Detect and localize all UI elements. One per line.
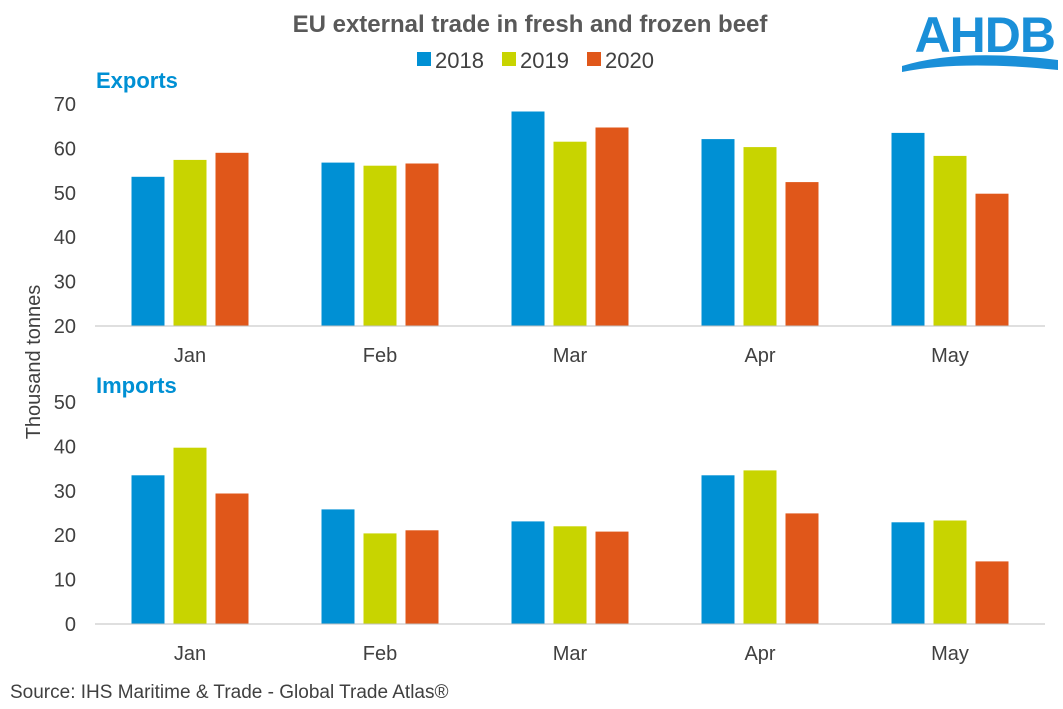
exports-bar-2018-feb bbox=[321, 162, 355, 326]
imports-y-tick-30: 30 bbox=[54, 481, 76, 503]
exports-y-tick-30: 30 bbox=[54, 272, 76, 294]
imports-bar-2020-apr bbox=[785, 513, 819, 624]
exports-bar-2020-apr bbox=[785, 182, 819, 326]
imports-bar-2018-jan bbox=[131, 475, 165, 624]
exports-bar-2020-feb bbox=[405, 163, 439, 326]
exports-x-tick-feb: Feb bbox=[363, 345, 397, 367]
imports-bar-2020-may bbox=[975, 561, 1009, 624]
imports-bar-2018-apr bbox=[701, 475, 735, 624]
imports-bar-2019-may bbox=[933, 520, 967, 624]
legend-swatch-2020 bbox=[587, 52, 601, 66]
imports-x-tick-feb: Feb bbox=[363, 643, 397, 665]
imports-x-tick-jan: Jan bbox=[174, 643, 206, 665]
ahdb-logo: AHDB bbox=[902, 7, 1058, 72]
imports-bar-2019-mar bbox=[553, 526, 587, 624]
exports-y-tick-60: 60 bbox=[54, 138, 76, 160]
imports-y-tick-0: 0 bbox=[65, 614, 76, 636]
exports-bar-2018-mar bbox=[511, 111, 545, 326]
imports-x-tick-apr: Apr bbox=[744, 643, 775, 665]
legend-swatch-2019 bbox=[502, 52, 516, 66]
bar-panels: 20 30 40 50 60 70 Jan Feb Mar Apr May 0 10 20 30 40 50 Ja… bbox=[54, 94, 1045, 665]
exports-y-tick-70: 70 bbox=[54, 94, 76, 116]
legend: 2018 2019 2020 bbox=[417, 48, 654, 73]
imports-y-tick-10: 10 bbox=[54, 570, 76, 592]
exports-bar-2019-feb bbox=[363, 165, 397, 326]
exports-y-tick-50: 50 bbox=[54, 183, 76, 205]
imports-bar-2018-feb bbox=[321, 509, 355, 624]
ahdb-logo-text: AHDB bbox=[915, 7, 1055, 63]
imports-bar-2018-mar bbox=[511, 521, 545, 624]
exports-bar-2019-jan bbox=[173, 159, 207, 326]
legend-swatch-2018 bbox=[417, 52, 431, 66]
imports-bar-2020-feb bbox=[405, 530, 439, 624]
source-note: Source: IHS Maritime & Trade - Global Tr… bbox=[10, 682, 449, 703]
exports-bar-2018-may bbox=[891, 132, 925, 326]
legend-label-2020: 2020 bbox=[605, 48, 654, 73]
exports-bar-2020-may bbox=[975, 193, 1009, 326]
imports-bar-2020-mar bbox=[595, 531, 629, 624]
exports-x-tick-may: May bbox=[931, 345, 969, 367]
imports-bar-2019-apr bbox=[743, 470, 777, 624]
imports-y-tick-20: 20 bbox=[54, 525, 76, 547]
imports-y-tick-50: 50 bbox=[54, 392, 76, 414]
imports-y-tick-40: 40 bbox=[54, 436, 76, 458]
exports-x-tick-apr: Apr bbox=[744, 345, 775, 367]
legend-label-2018: 2018 bbox=[435, 48, 484, 73]
exports-bar-2019-mar bbox=[553, 141, 587, 326]
chart-title: EU external trade in fresh and frozen be… bbox=[293, 11, 769, 38]
legend-label-2019: 2019 bbox=[520, 48, 569, 73]
exports-x-tick-mar: Mar bbox=[553, 345, 588, 367]
exports-bar-2019-may bbox=[933, 155, 967, 326]
exports-bar-2020-jan bbox=[215, 152, 249, 326]
imports-panel-title: Imports bbox=[96, 373, 177, 398]
imports-x-tick-mar: Mar bbox=[553, 643, 588, 665]
imports-bar-2019-jan bbox=[173, 447, 207, 624]
imports-bar-2018-may bbox=[891, 522, 925, 624]
exports-bar-2020-mar bbox=[595, 127, 629, 326]
exports-bar-2018-apr bbox=[701, 139, 735, 326]
exports-y-tick-20: 20 bbox=[54, 316, 76, 338]
exports-panel-title: Exports bbox=[96, 68, 178, 93]
imports-bar-2020-jan bbox=[215, 493, 249, 624]
exports-x-tick-jan: Jan bbox=[174, 345, 206, 367]
logo-wave-icon bbox=[902, 55, 1058, 72]
y-axis-label: Thousand tonnes bbox=[23, 285, 45, 440]
imports-bar-2019-feb bbox=[363, 533, 397, 624]
exports-y-tick-40: 40 bbox=[54, 227, 76, 249]
exports-bar-2019-apr bbox=[743, 147, 777, 326]
exports-bar-2018-jan bbox=[131, 176, 165, 326]
imports-x-tick-may: May bbox=[931, 643, 969, 665]
